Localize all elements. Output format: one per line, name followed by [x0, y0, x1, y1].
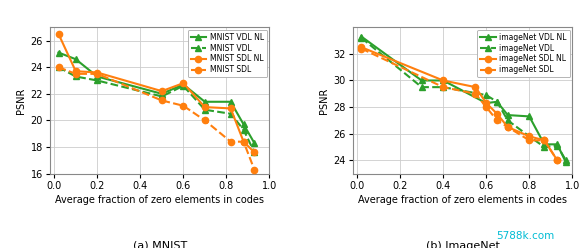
MNIST VDL NL [227, 100, 234, 103]
imageNet VDL NL [562, 161, 569, 164]
imageNet SDL [483, 106, 490, 109]
MNIST VDL NL [72, 58, 79, 61]
imageNet SDL NL [554, 159, 561, 162]
imageNet VDL [418, 86, 425, 89]
MNIST VDL [55, 66, 62, 69]
imageNet SDL NL [494, 112, 501, 115]
MNIST VDL NL [55, 51, 62, 54]
imageNet SDL [358, 47, 365, 50]
imageNet SDL NL [541, 139, 548, 142]
MNIST VDL [227, 112, 234, 115]
Line: imageNet VDL: imageNet VDL [358, 35, 569, 163]
imageNet VDL NL [483, 102, 490, 105]
MNIST VDL NL [94, 75, 101, 78]
Y-axis label: PSNR: PSNR [16, 87, 26, 114]
imageNet VDL NL [494, 100, 501, 103]
imageNet VDL NL [504, 114, 511, 117]
imageNet VDL NL [526, 115, 533, 118]
imageNet VDL NL [418, 79, 425, 82]
imageNet SDL NL [504, 125, 511, 128]
Text: (b) ImageNet: (b) ImageNet [426, 241, 500, 248]
imageNet SDL [541, 139, 548, 142]
MNIST SDL [201, 119, 208, 122]
imageNet VDL NL [554, 143, 561, 146]
Line: imageNet SDL NL: imageNet SDL NL [358, 44, 561, 163]
MNIST VDL [158, 95, 166, 98]
MNIST VDL NL [180, 83, 187, 86]
imageNet SDL [504, 125, 511, 128]
X-axis label: Average fraction of zero elements in codes: Average fraction of zero elements in cod… [358, 195, 567, 205]
MNIST VDL NL [201, 100, 208, 103]
imageNet SDL NL [526, 135, 533, 138]
imageNet SDL NL [358, 46, 365, 49]
MNIST VDL [94, 79, 101, 82]
MNIST VDL [180, 84, 187, 87]
MNIST SDL NL [158, 90, 166, 93]
Line: MNIST SDL NL: MNIST SDL NL [55, 31, 258, 155]
MNIST VDL NL [158, 92, 166, 95]
imageNet SDL [494, 119, 501, 122]
MNIST VDL NL [251, 142, 258, 145]
Line: MNIST SDL: MNIST SDL [55, 64, 258, 173]
MNIST SDL NL [251, 151, 258, 154]
MNIST SDL [72, 72, 79, 75]
MNIST SDL [158, 99, 166, 102]
MNIST SDL [180, 104, 187, 107]
MNIST SDL NL [94, 71, 101, 74]
X-axis label: Average fraction of zero elements in codes: Average fraction of zero elements in cod… [55, 195, 264, 205]
MNIST VDL [72, 75, 79, 78]
Line: MNIST VDL: MNIST VDL [55, 64, 258, 155]
Y-axis label: PSNR: PSNR [319, 87, 329, 114]
imageNet VDL NL [541, 143, 548, 146]
imageNet VDL [358, 36, 365, 39]
MNIST SDL [55, 66, 62, 69]
imageNet VDL NL [358, 35, 365, 38]
imageNet SDL [526, 139, 533, 142]
MNIST VDL [201, 108, 208, 111]
Line: imageNet VDL NL: imageNet VDL NL [358, 33, 569, 165]
imageNet SDL NL [483, 102, 490, 105]
Text: (a) MNIST: (a) MNIST [133, 241, 187, 248]
MNIST SDL NL [201, 106, 208, 109]
imageNet SDL [472, 92, 479, 95]
MNIST VDL NL [240, 123, 247, 126]
Legend: MNIST VDL NL, MNIST VDL, MNIST SDL NL, MNIST SDL: MNIST VDL NL, MNIST VDL, MNIST SDL NL, M… [188, 30, 267, 77]
imageNet VDL [494, 100, 501, 103]
imageNet VDL NL [440, 79, 447, 82]
imageNet VDL [440, 86, 447, 89]
imageNet VDL [526, 135, 533, 138]
imageNet VDL [562, 159, 569, 162]
imageNet VDL [504, 119, 511, 122]
MNIST SDL NL [227, 107, 234, 110]
imageNet SDL NL [472, 86, 479, 89]
imageNet SDL [554, 159, 561, 162]
MNIST SDL [240, 140, 247, 143]
imageNet VDL [541, 146, 548, 149]
Text: 5788k.com: 5788k.com [496, 231, 555, 241]
MNIST SDL NL [72, 70, 79, 73]
MNIST VDL [251, 151, 258, 154]
MNIST SDL NL [240, 140, 247, 143]
imageNet VDL [483, 94, 490, 97]
imageNet SDL NL [440, 79, 447, 82]
MNIST SDL NL [55, 32, 62, 35]
MNIST SDL [94, 72, 101, 75]
Line: MNIST VDL NL: MNIST VDL NL [55, 49, 258, 146]
Legend: imageNet VDL NL, imageNet VDL, imageNet SDL NL, imageNet SDL: imageNet VDL NL, imageNet VDL, imageNet … [477, 30, 570, 77]
imageNet VDL [554, 144, 561, 147]
Line: imageNet SDL: imageNet SDL [358, 45, 561, 163]
MNIST SDL NL [180, 82, 187, 85]
MNIST SDL [251, 168, 258, 171]
imageNet SDL [440, 86, 447, 89]
MNIST VDL [240, 128, 247, 131]
MNIST SDL [227, 140, 234, 143]
